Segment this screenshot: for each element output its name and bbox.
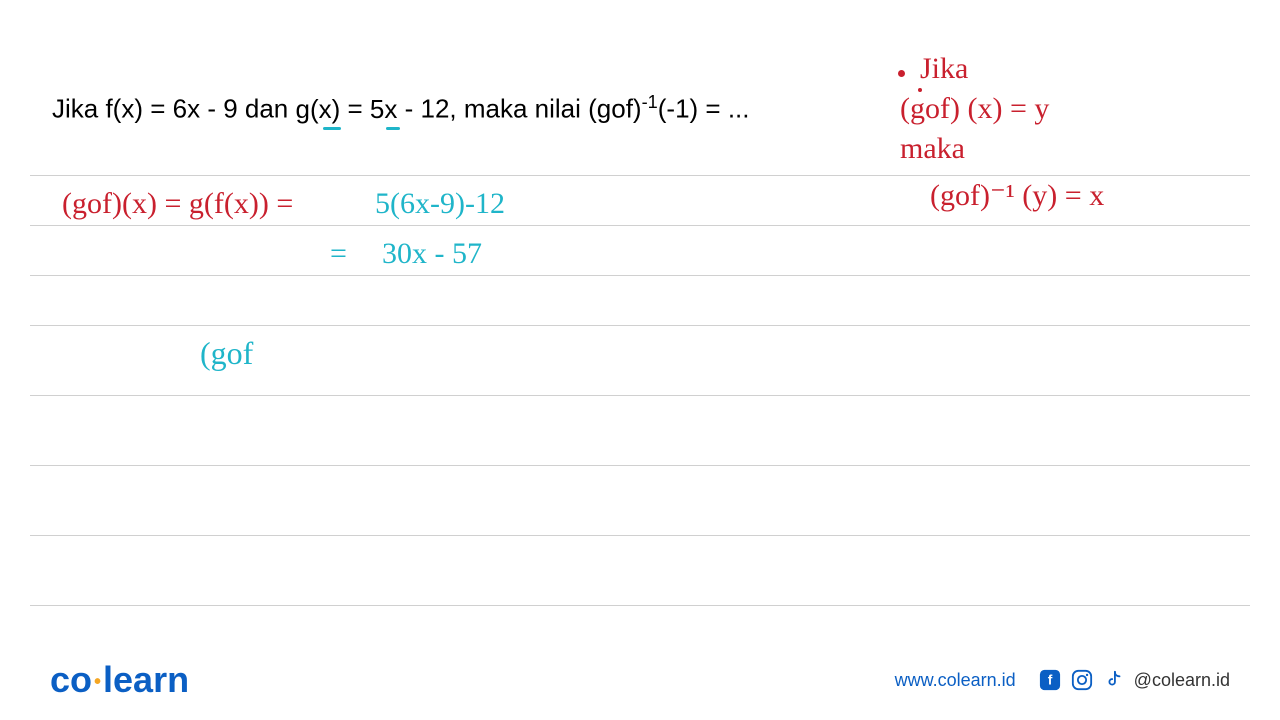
note-maka: maka bbox=[900, 132, 965, 166]
facebook-icon: f bbox=[1038, 668, 1062, 692]
social-handle: @colearn.id bbox=[1134, 670, 1230, 691]
website-url: www.colearn.id bbox=[895, 670, 1016, 691]
logo-learn: learn bbox=[103, 659, 189, 700]
logo-co: co bbox=[50, 659, 92, 700]
problem-pre: Jika f(x) = 6x - 9 dan bbox=[52, 94, 295, 124]
note-gof-inv: (gof)⁻¹ (y) = x bbox=[930, 178, 1104, 213]
problem-eq: = bbox=[340, 94, 370, 124]
ruled-line bbox=[30, 325, 1250, 326]
logo-dot: • bbox=[92, 671, 103, 693]
work-line3: (gof bbox=[200, 335, 253, 372]
social-links: f @colearn.id bbox=[1038, 668, 1230, 692]
footer: co•learn www.colearn.id f @colearn.id bbox=[0, 640, 1280, 720]
problem-gx: g(x) bbox=[295, 94, 340, 124]
ruled-line bbox=[30, 175, 1250, 176]
bullet-dot bbox=[898, 70, 905, 77]
problem-statement: Jika f(x) = 6x - 9 dan g(x) = 5x - 12, m… bbox=[52, 92, 750, 125]
ruled-line bbox=[30, 535, 1250, 536]
problem-sup: -1 bbox=[642, 92, 658, 112]
problem-end: (-1) = ... bbox=[658, 94, 750, 124]
note-gof-xy: (gof) (x) = y bbox=[900, 92, 1049, 126]
ruled-line bbox=[30, 605, 1250, 606]
svg-text:f: f bbox=[1047, 673, 1052, 688]
tiktok-icon bbox=[1102, 668, 1126, 692]
work-line1-rhs: 5(6x-9)-12 bbox=[375, 187, 505, 221]
ruled-line bbox=[30, 395, 1250, 396]
logo: co•learn bbox=[50, 659, 189, 701]
footer-right: www.colearn.id f @colearn.id bbox=[895, 668, 1230, 692]
instagram-icon bbox=[1070, 668, 1094, 692]
work-line1-lhs: (gof)(x) = g(f(x)) = bbox=[62, 187, 293, 221]
ruled-line bbox=[30, 225, 1250, 226]
note-jika: Jika bbox=[920, 52, 968, 86]
ruled-line bbox=[30, 275, 1250, 276]
problem-post: - 12, maka nilai (gof) bbox=[397, 94, 641, 124]
problem-5x: 5x bbox=[370, 94, 397, 124]
work-line2-eq: = bbox=[330, 237, 347, 271]
ruled-line bbox=[30, 465, 1250, 466]
work-line2-rhs: 30x - 57 bbox=[382, 237, 482, 271]
